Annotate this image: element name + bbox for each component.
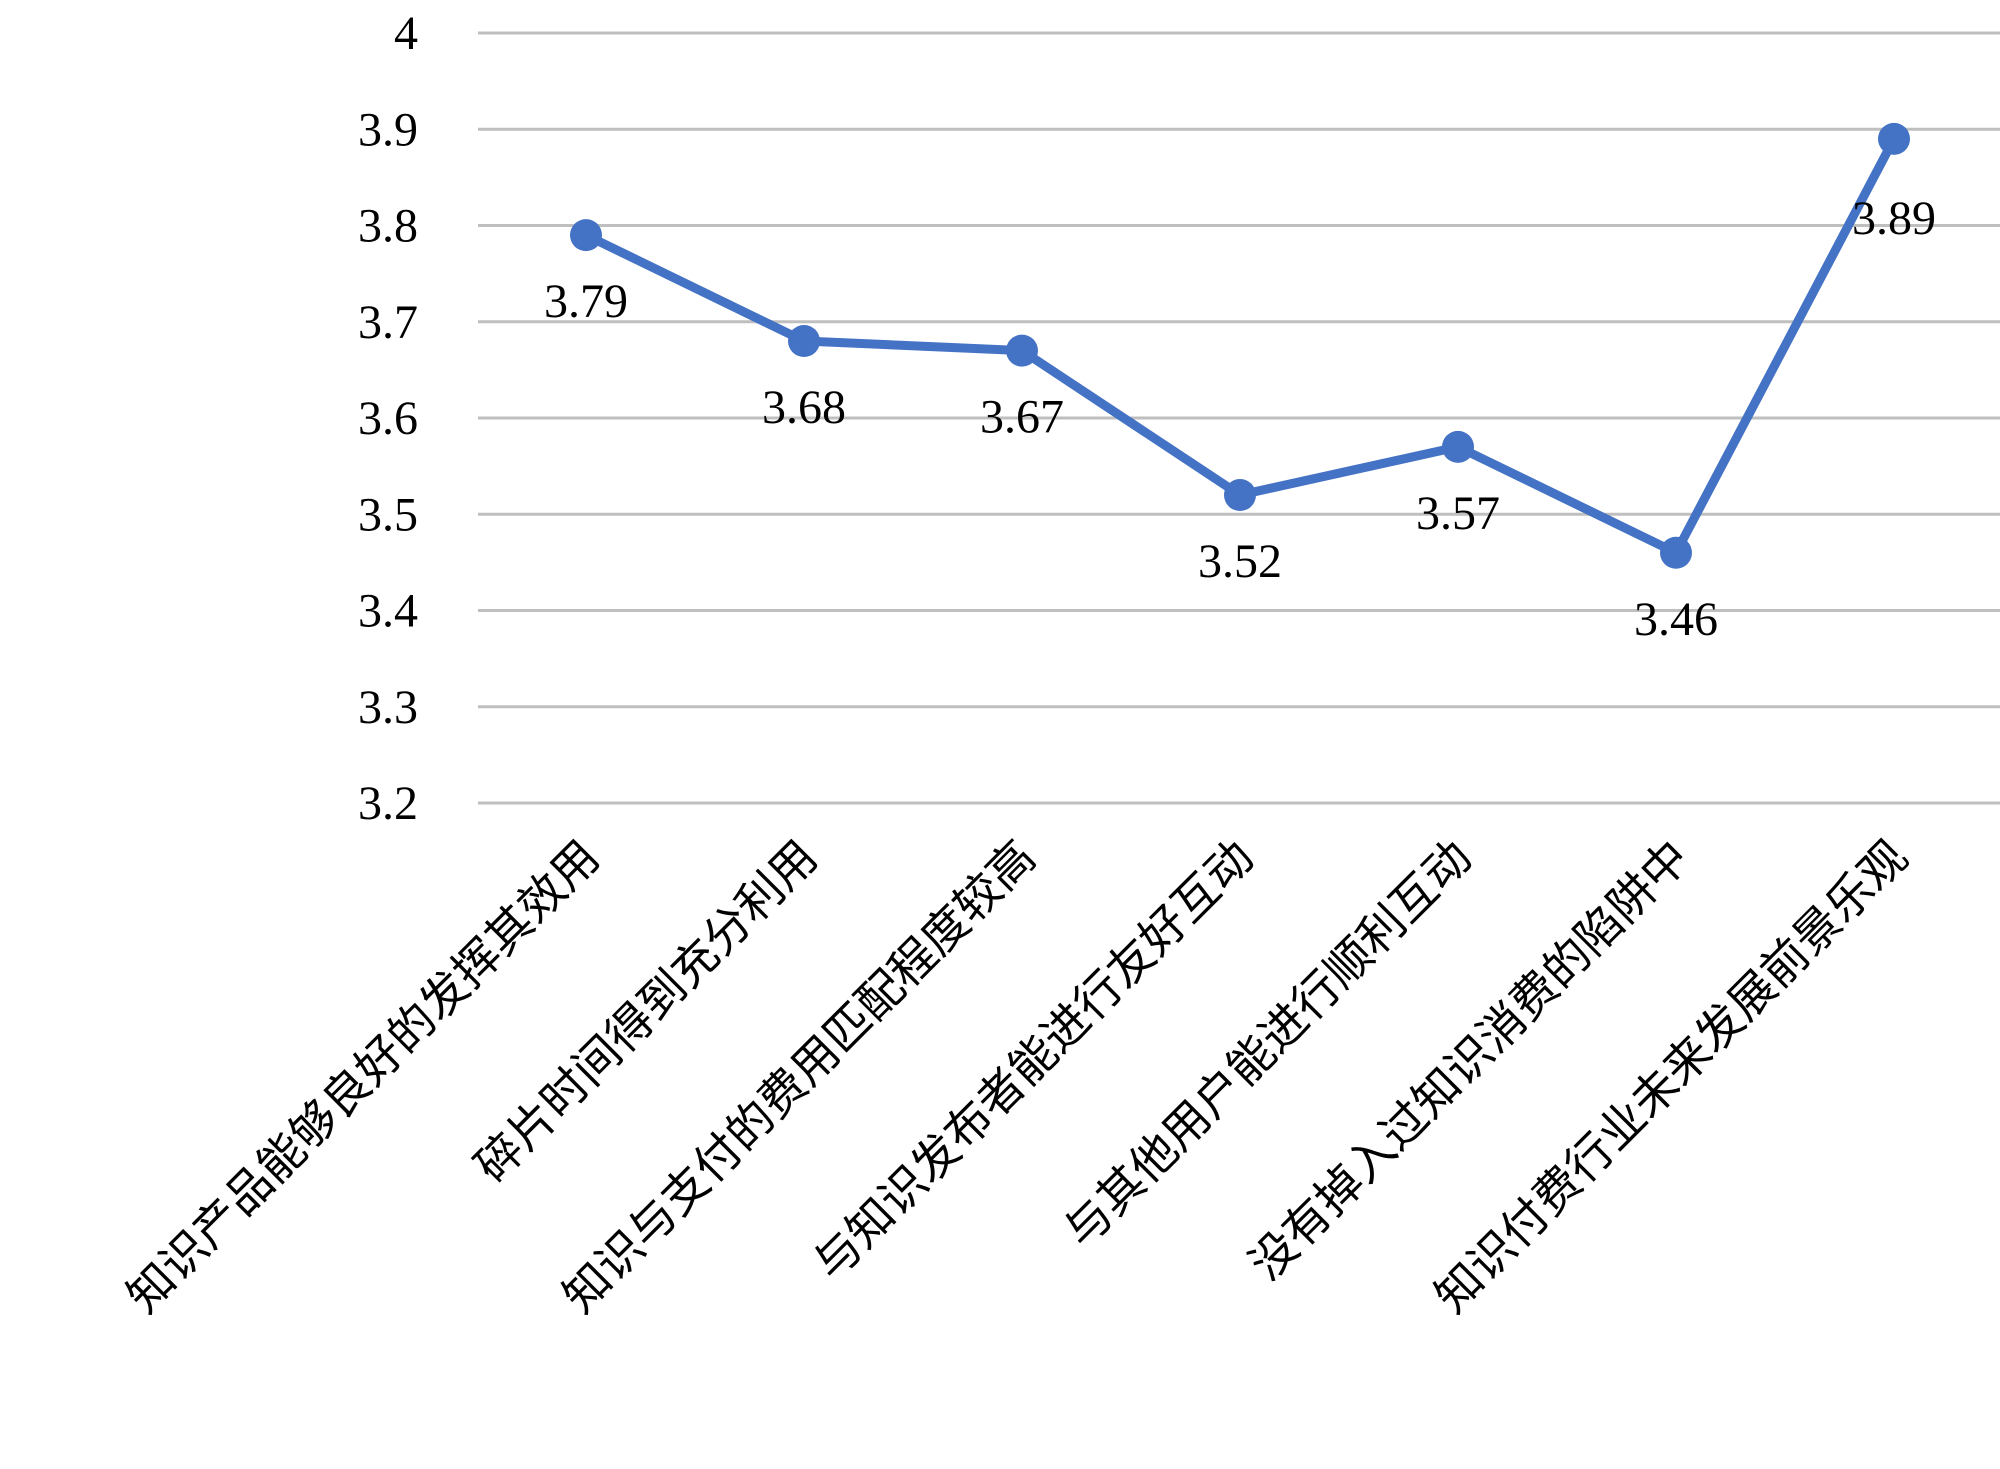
data-label: 3.67 xyxy=(980,391,1064,444)
data-point xyxy=(1006,334,1038,367)
data-label: 3.57 xyxy=(1416,487,1500,540)
data-label: 3.46 xyxy=(1634,593,1718,646)
x-category-label: 与知识发布者能进行友好互动 xyxy=(804,831,1263,1290)
data-point xyxy=(1442,430,1474,463)
data-label: 3.68 xyxy=(762,381,846,434)
x-category-label: 知识产品能够良好的发挥其效用 xyxy=(118,831,609,1322)
x-category-label: 知识与支付的费用匹配程度较高 xyxy=(554,831,1045,1322)
x-category-label: 没有掉入过知识消费的陷阱中 xyxy=(1240,831,1699,1290)
x-category-label: 知识付费行业未来发展前景乐观 xyxy=(1426,831,1917,1322)
y-tick-label: 3.9 xyxy=(358,103,418,156)
data-point xyxy=(788,325,820,357)
data-label: 3.52 xyxy=(1198,535,1282,588)
y-tick-label: 3.6 xyxy=(358,392,418,445)
y-axis-tick-labels: 3.2 3.3 3.4 3.5 3.6 3.7 3.8 3.9 4 xyxy=(358,7,418,830)
gridlines xyxy=(478,31,2000,805)
data-points xyxy=(570,122,1910,569)
y-tick-label: 3.3 xyxy=(358,681,418,734)
data-point xyxy=(570,219,602,252)
y-tick-label: 3.7 xyxy=(358,296,418,349)
data-label: 3.79 xyxy=(544,275,628,328)
data-point xyxy=(1660,536,1692,569)
x-axis-category-labels: 知识产品能够良好的发挥其效用碎片时间得到充分利用知识与支付的费用匹配程度较高与知… xyxy=(118,831,1917,1322)
data-labels: 3.79 3.68 3.67 3.52 3.57 3.46 3.89 xyxy=(544,192,1936,646)
y-tick-label: 3.5 xyxy=(358,488,418,541)
data-label: 3.89 xyxy=(1852,192,1936,245)
x-category-label: 与其他用户能进行顺利互动 xyxy=(1055,831,1481,1257)
y-tick-label: 3.4 xyxy=(358,585,418,638)
y-tick-label: 4 xyxy=(394,7,418,60)
y-tick-label: 3.2 xyxy=(358,777,418,830)
y-tick-label: 3.8 xyxy=(358,200,418,253)
data-point xyxy=(1224,479,1256,511)
data-point xyxy=(1878,122,1910,155)
